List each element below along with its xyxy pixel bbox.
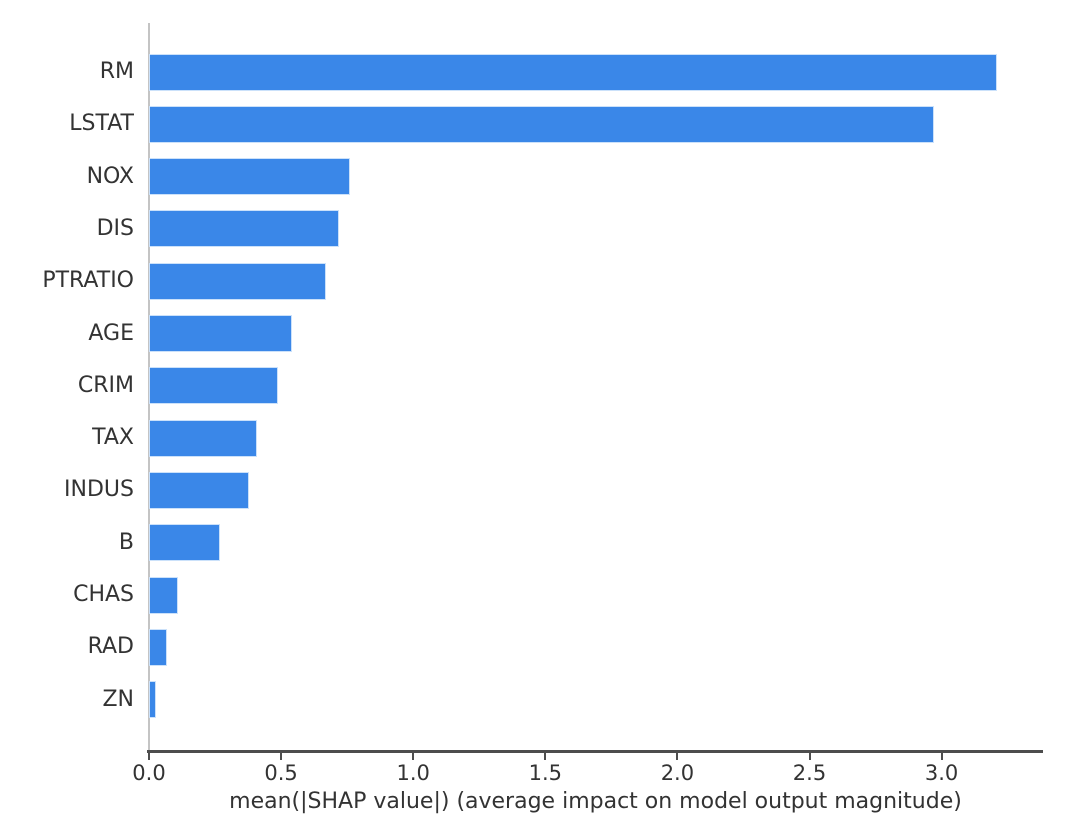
- bar-age: [149, 315, 292, 352]
- x-tick-label-2.5: 2.5: [792, 761, 827, 785]
- y-tick-label-chas: CHAS: [73, 582, 134, 607]
- x-tick-mark-3.0: [940, 752, 943, 760]
- bar-lstat: [149, 105, 934, 143]
- y-tick-label-b: B: [118, 529, 134, 555]
- bar-zn: [149, 681, 156, 719]
- x-tick-mark-2.0: [676, 752, 679, 760]
- bar-dis: [149, 210, 340, 248]
- y-tick-label-zn: ZN: [102, 686, 134, 712]
- x-axis-label: mean(|SHAP value|) (average impact on mo…: [229, 789, 962, 814]
- x-tick-label-1.0: 1.0: [396, 761, 430, 785]
- y-tick-label-dis: DIS: [96, 215, 134, 241]
- x-tick-mark-0.0: [148, 752, 150, 760]
- x-tick-label-2.0: 2.0: [660, 761, 695, 785]
- x-tick-mark-1.5: [544, 752, 547, 760]
- y-tick-label-crim: CRIM: [77, 372, 134, 398]
- y-tick-label-age: AGE: [88, 320, 134, 346]
- x-axis-line: [147, 750, 1043, 753]
- bar-indus: [149, 471, 250, 509]
- x-tick-mark-1.0: [412, 752, 415, 760]
- x-tick-label-0.0: 0.0: [132, 761, 166, 785]
- bar-tax: [149, 419, 258, 457]
- bar-rm: [149, 53, 998, 91]
- y-tick-label-lstat: LSTAT: [69, 111, 134, 137]
- bar-rad: [149, 628, 168, 666]
- bar-ptratio: [149, 262, 326, 300]
- x-tick-mark-0.5: [280, 752, 283, 760]
- y-tick-label-ptratio: PTRATIO: [42, 268, 134, 294]
- x-tick-label-3.0: 3.0: [924, 761, 959, 785]
- x-tick-label-1.5: 1.5: [528, 761, 562, 785]
- y-tick-label-nox: NOX: [86, 163, 134, 189]
- bar-b: [149, 524, 221, 562]
- y-tick-label-tax: TAX: [92, 425, 134, 451]
- bar-crim: [149, 367, 279, 405]
- y-tick-label-rm: RM: [99, 59, 134, 84]
- x-tick-label-0.5: 0.5: [264, 761, 298, 785]
- bar-chas: [149, 576, 179, 614]
- bar-nox: [149, 158, 350, 196]
- y-tick-label-rad: RAD: [87, 634, 134, 660]
- y-tick-label-indus: INDUS: [64, 477, 134, 503]
- x-tick-mark-2.5: [808, 752, 811, 760]
